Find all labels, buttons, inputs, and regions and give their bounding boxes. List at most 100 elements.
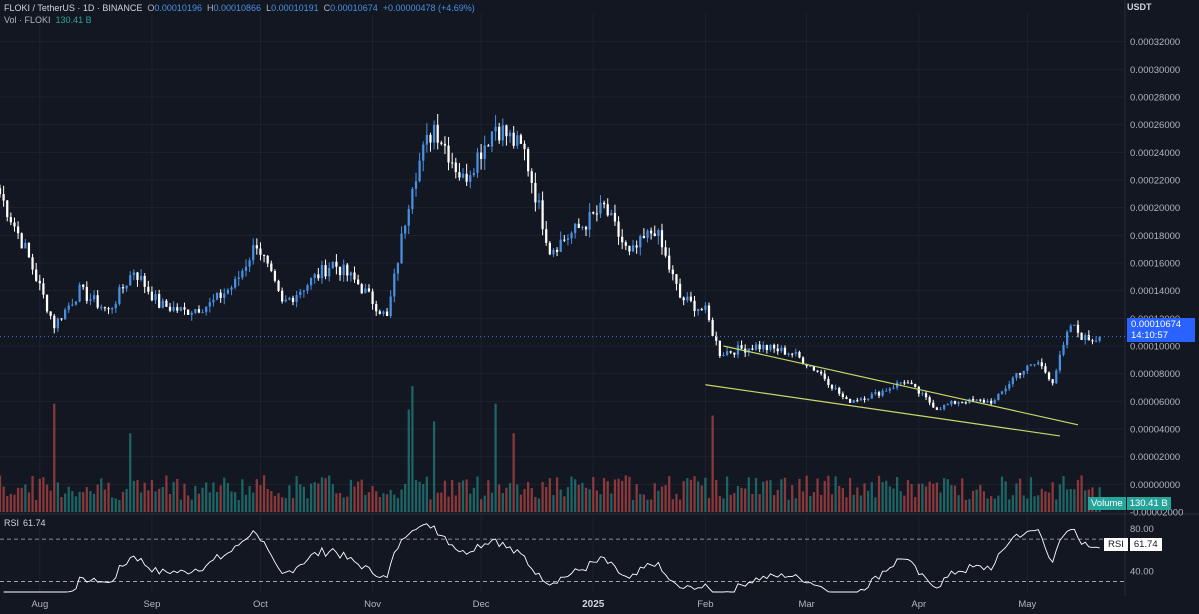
y-tick-label: 0.00030000 <box>1130 65 1180 76</box>
volume-bar <box>24 484 27 512</box>
volume-bar <box>697 481 700 512</box>
volume-bar <box>353 486 356 512</box>
candle-body <box>425 134 428 145</box>
volume-bar <box>527 481 530 512</box>
candle-body <box>624 242 627 246</box>
x-tick-label: Feb <box>697 599 713 610</box>
volume-bar <box>89 491 92 512</box>
candle-body <box>950 401 953 405</box>
trendline[interactable] <box>705 384 1060 437</box>
rsi-line[interactable] <box>3 523 1100 593</box>
candle-body <box>921 393 924 395</box>
candle-body <box>429 134 432 143</box>
symbol-title[interactable]: FLOKI / TetherUS · 1D · BINANCE <box>4 3 143 13</box>
candle-body <box>396 263 400 274</box>
volume-bar <box>961 478 964 512</box>
candle-body <box>512 132 515 146</box>
low-value: 0.00010191 <box>271 3 319 13</box>
candle-body <box>1051 379 1054 384</box>
trendline[interactable] <box>723 345 1079 426</box>
volume-bar <box>541 481 544 512</box>
last-price-value: 0.00010674 <box>1131 319 1182 330</box>
candle-body <box>472 172 475 176</box>
volume-bar <box>747 477 750 512</box>
volume-bar <box>693 476 696 512</box>
volume-label[interactable]: Vol · FLOKI <box>4 15 51 25</box>
candle-body <box>208 302 211 307</box>
volume-bar <box>31 475 34 512</box>
candle-body <box>820 371 823 374</box>
volume-bar <box>356 481 360 512</box>
volume-bar <box>451 480 454 512</box>
candle-body <box>259 248 262 255</box>
candle-body <box>772 344 776 349</box>
volume-bar <box>154 491 157 512</box>
candle-body <box>715 335 718 341</box>
volume-bar <box>1062 476 1065 512</box>
candle-body <box>903 382 906 384</box>
volume-bar <box>519 494 523 512</box>
candle-body <box>1029 364 1033 366</box>
candle-body <box>53 315 56 329</box>
rsi-label[interactable]: RSI <box>4 518 20 528</box>
candle-body <box>129 275 132 286</box>
candle-body <box>729 351 732 353</box>
volume-bar <box>335 493 338 512</box>
volume-bar <box>1058 484 1062 512</box>
volume-bar <box>650 499 653 512</box>
candle-body <box>1094 340 1098 342</box>
volume-bar <box>903 495 906 512</box>
candle-body <box>85 286 88 301</box>
volume-bar <box>700 485 703 512</box>
currency-unit[interactable]: USDT <box>1127 2 1152 12</box>
candle-body <box>476 152 479 173</box>
volume-bar <box>613 479 617 512</box>
volume-bar <box>1084 490 1087 512</box>
candle-body <box>183 307 186 310</box>
volume-bar <box>114 498 117 512</box>
candle-body <box>635 245 638 248</box>
volume-bar <box>487 480 490 512</box>
volume-bar <box>396 497 400 512</box>
volume-bar <box>20 487 23 512</box>
candle-body <box>675 274 678 284</box>
candle-body <box>432 124 436 143</box>
volume-bar <box>118 499 121 512</box>
volume-bar <box>968 499 971 512</box>
candle-body <box>1066 331 1069 345</box>
candle-body <box>990 400 993 404</box>
volume-bar <box>49 490 52 512</box>
volume-bar <box>975 489 978 512</box>
volume-bar <box>642 494 646 512</box>
candle-body <box>736 345 740 355</box>
candle-body <box>1018 373 1022 375</box>
volume-bar <box>85 487 88 512</box>
candle-body <box>389 296 392 317</box>
volume-bar <box>71 491 74 512</box>
volume-bar <box>523 488 526 512</box>
volume-bar <box>16 487 20 512</box>
candle-body <box>856 400 859 402</box>
change-value: +0.00000478 (+4.69%) <box>382 3 475 13</box>
volume-header: Vol · FLOKI 130.41 B <box>4 14 92 26</box>
candle-body <box>758 344 761 350</box>
volume-bar <box>534 497 537 512</box>
volume-bar <box>711 415 714 512</box>
volume-bar <box>338 493 342 512</box>
price-axis-panel[interactable] <box>1125 0 1199 614</box>
volume-bar <box>440 492 443 512</box>
volume-bar <box>805 475 808 512</box>
volume-bar <box>921 483 924 512</box>
candle-body <box>559 239 562 252</box>
candle-body <box>205 306 208 313</box>
candle-body <box>1033 364 1036 366</box>
candle-body <box>288 297 291 300</box>
candle-body <box>530 171 533 183</box>
candle-body <box>1026 365 1029 371</box>
candle-body <box>740 345 743 349</box>
candle-body <box>809 366 812 368</box>
volume-bar <box>168 493 172 512</box>
ohlc-header: FLOKI / TetherUS · 1D · BINANCE O0.00010… <box>4 2 475 14</box>
